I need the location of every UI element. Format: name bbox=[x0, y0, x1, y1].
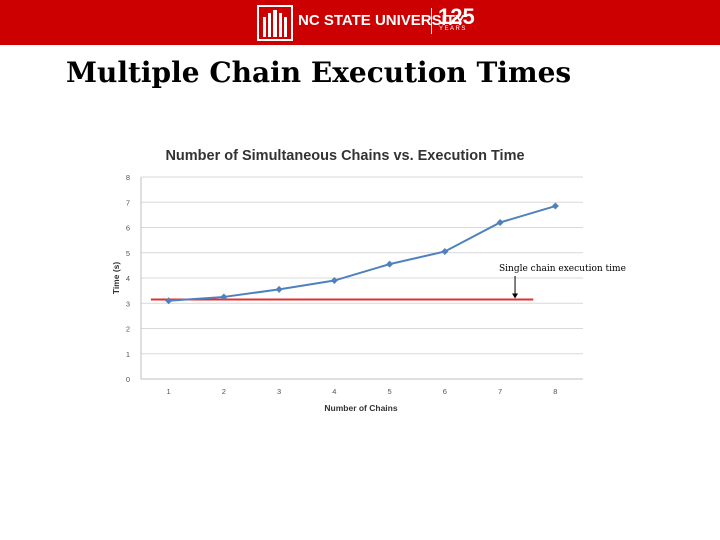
y-tick-label: 5 bbox=[126, 249, 130, 258]
x-tick-label: 7 bbox=[498, 387, 502, 396]
x-tick-label: 2 bbox=[222, 387, 226, 396]
y-tick-label: 4 bbox=[126, 274, 130, 283]
data-point bbox=[165, 297, 173, 305]
data-point bbox=[441, 247, 449, 255]
x-tick-label: 6 bbox=[443, 387, 447, 396]
y-axis-label: Time (s) bbox=[111, 262, 121, 295]
y-axis-ticks: 0 1 2 3 4 5 6 7 8 bbox=[126, 173, 130, 384]
header-banner: NC STATE UNIVERSITY 125 YEARS bbox=[0, 0, 720, 45]
brand-lockup: NC STATE UNIVERSITY 125 YEARS bbox=[298, 4, 475, 34]
y-tick-label: 2 bbox=[126, 325, 130, 334]
x-axis-ticks: 1 2 3 4 5 6 7 8 bbox=[167, 387, 558, 396]
y-tick-label: 1 bbox=[126, 350, 130, 359]
x-tick-label: 8 bbox=[553, 387, 557, 396]
x-axis-label: Number of Chains bbox=[324, 403, 397, 413]
data-point bbox=[551, 202, 559, 210]
data-point bbox=[496, 218, 504, 226]
y-tick-label: 0 bbox=[126, 375, 130, 384]
y-tick-label: 6 bbox=[126, 224, 130, 233]
university-logo-icon bbox=[257, 5, 293, 41]
anniversary-number: 125 bbox=[438, 4, 475, 29]
university-name: NC STATE UNIVERSITY bbox=[298, 12, 465, 29]
y-tick-label: 3 bbox=[126, 299, 130, 308]
data-point bbox=[275, 285, 283, 293]
gridlines bbox=[141, 176, 583, 355]
y-tick-label: 7 bbox=[126, 198, 130, 207]
x-tick-label: 3 bbox=[277, 387, 281, 396]
x-tick-label: 5 bbox=[388, 387, 392, 396]
reference-line-label: Single chain execution time bbox=[499, 264, 626, 274]
slide-title: Multiple Chain Execution Times bbox=[66, 56, 572, 89]
x-tick-label: 1 bbox=[167, 387, 171, 396]
reference-arrow-head bbox=[512, 293, 519, 299]
data-point bbox=[386, 260, 394, 268]
chart-title: Number of Simultaneous Chains vs. Execut… bbox=[165, 148, 524, 164]
data-point bbox=[220, 293, 228, 301]
data-points bbox=[165, 202, 559, 305]
anniversary-subtext: YEARS bbox=[439, 26, 467, 32]
data-point bbox=[330, 277, 338, 285]
x-tick-label: 4 bbox=[332, 387, 336, 396]
series-line bbox=[168, 205, 556, 302]
y-tick-label: 8 bbox=[126, 173, 130, 182]
brand-divider bbox=[431, 8, 432, 34]
